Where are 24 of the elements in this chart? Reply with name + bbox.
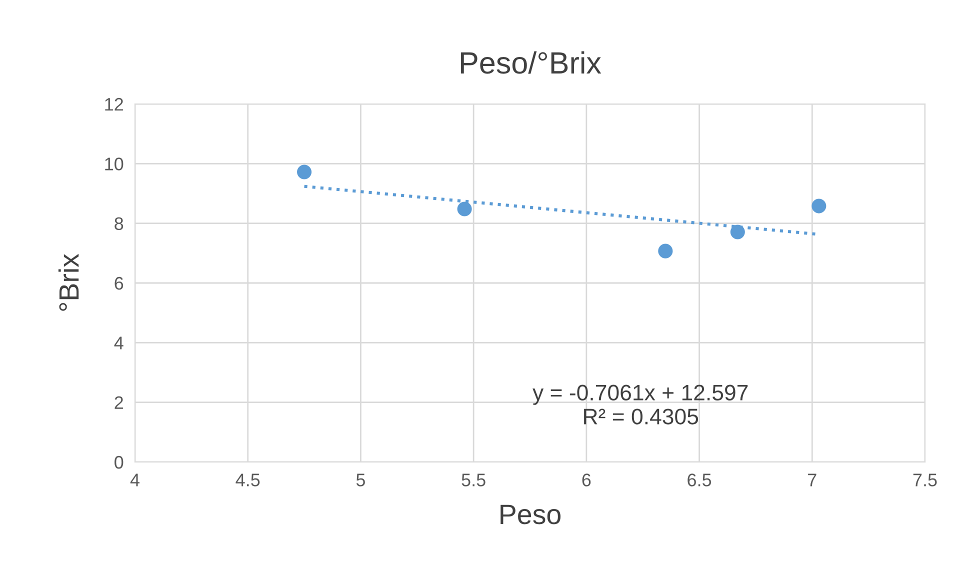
chart-title: Peso/°Brix — [461, 51, 602, 74]
y-tick-label: 10 — [105, 158, 124, 170]
x-tick-label: 4.5 — [236, 474, 260, 486]
y-tick-label: 2 — [114, 396, 123, 409]
point — [297, 164, 312, 180]
x-tick-label: 7.5 — [913, 474, 937, 486]
y-tick-label: 0 — [114, 456, 124, 469]
x-tick-label: 5.5 — [462, 474, 486, 486]
y-tick-label: 8 — [114, 217, 124, 230]
x-tick-label: 4 — [130, 474, 140, 486]
y-tick-label: 12 — [105, 98, 123, 111]
y-tick-label: 6 — [114, 276, 124, 290]
x-tick-label: 6 — [582, 474, 591, 486]
y-axis-title: °Brix — [58, 254, 79, 311]
x-tick-label: 7 — [808, 474, 816, 486]
x-axis-title: Peso — [500, 504, 560, 524]
annotation: y = -0.7061x + 12.597 R² = 0.4305 — [532, 384, 748, 424]
point — [658, 244, 673, 258]
point — [457, 202, 472, 216]
x-tick-label: 6.5 — [688, 474, 712, 486]
y-tick-label: 4 — [114, 336, 124, 350]
x-tick-label: 5 — [356, 474, 365, 486]
point — [812, 198, 826, 214]
point — [730, 224, 745, 240]
